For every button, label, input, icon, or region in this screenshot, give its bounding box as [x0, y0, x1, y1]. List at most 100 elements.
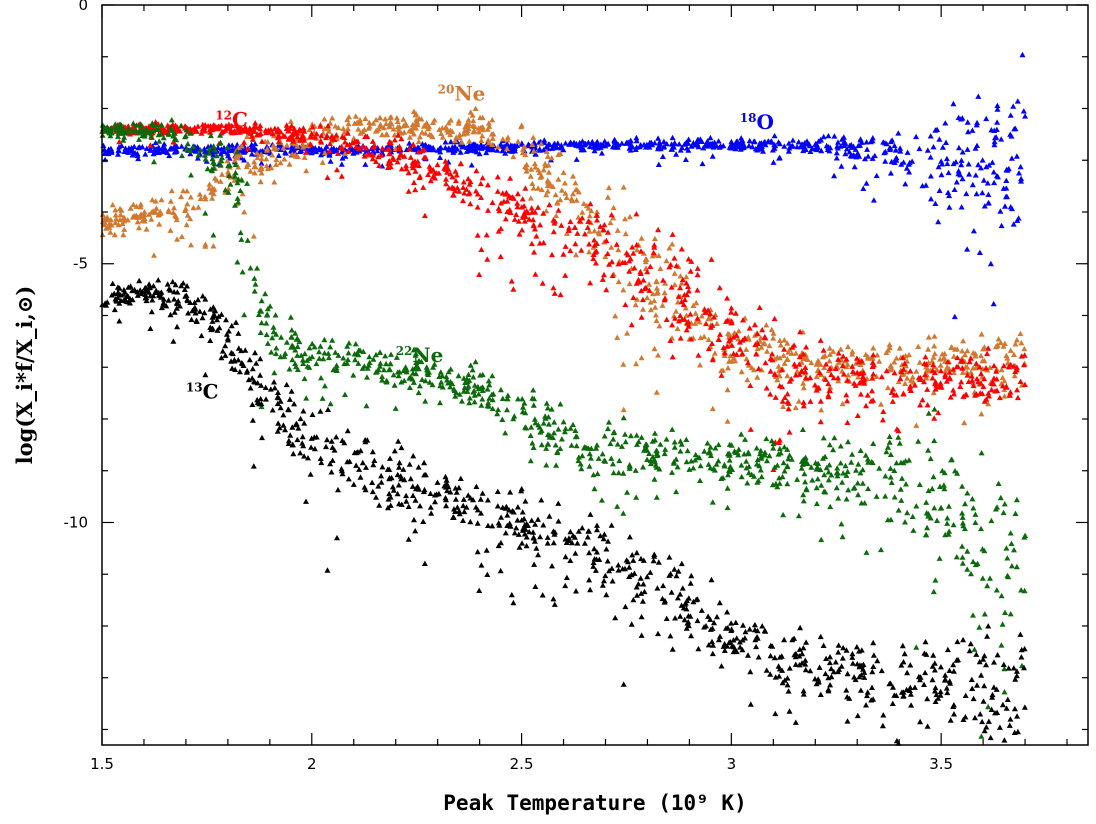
point-20Ne [209, 195, 216, 201]
point-13C [816, 664, 823, 670]
point-20Ne [184, 201, 191, 207]
point-12C [637, 268, 644, 275]
point-22Ne [282, 350, 289, 356]
point-20Ne [346, 114, 352, 120]
point-12C [416, 162, 422, 169]
point-20Ne [705, 336, 712, 342]
point-13C [134, 292, 141, 298]
point-13C [293, 420, 300, 427]
point-13C [307, 471, 314, 477]
point-22Ne [416, 383, 423, 389]
point-13C [242, 347, 249, 353]
point-12C [932, 386, 939, 392]
point-13C [937, 688, 944, 695]
point-20Ne [563, 194, 570, 201]
point-22Ne [210, 232, 217, 238]
point-12C [671, 255, 678, 261]
point-22Ne [925, 410, 932, 416]
point-13C [172, 281, 179, 288]
point-13C [981, 682, 988, 689]
point-13C [655, 630, 661, 637]
point-20Ne [580, 200, 587, 206]
point-20Ne [640, 250, 647, 256]
point-13C [922, 669, 929, 676]
point-20Ne [941, 350, 948, 357]
point-18O [993, 134, 1000, 140]
point-12C [363, 145, 369, 151]
point-22Ne [758, 455, 765, 461]
point-12C [294, 134, 301, 140]
point-13C [286, 396, 293, 402]
point-12C [502, 216, 509, 222]
point-18O [946, 192, 953, 199]
point-20Ne [1011, 372, 1018, 379]
point-22Ne [419, 376, 426, 382]
point-22Ne [781, 468, 788, 474]
point-13C [654, 585, 661, 591]
point-22Ne [959, 554, 966, 560]
point-13C [460, 502, 467, 509]
point-13C [146, 289, 152, 295]
point-22Ne [160, 134, 167, 141]
point-20Ne [428, 132, 435, 138]
point-12C [694, 271, 701, 278]
point-20Ne [504, 137, 511, 143]
point-22Ne [1001, 501, 1008, 507]
point-13C [514, 517, 521, 523]
point-18O [738, 141, 744, 148]
point-22Ne [669, 426, 676, 432]
point-20Ne [548, 155, 555, 161]
point-13C [252, 349, 258, 356]
point-12C [412, 186, 419, 193]
point-12C [567, 247, 574, 254]
point-13C [944, 689, 951, 696]
point-12C [507, 209, 514, 215]
point-18O [668, 141, 675, 147]
point-22Ne [438, 379, 445, 385]
point-18O [734, 139, 741, 145]
point-12C [603, 237, 610, 244]
point-13C [540, 522, 547, 528]
point-13C [586, 577, 593, 583]
point-13C [562, 582, 569, 589]
point-20Ne [391, 132, 398, 138]
point-22Ne [833, 470, 840, 476]
point-20Ne [342, 150, 348, 156]
point-18O [602, 143, 609, 149]
point-18O [636, 143, 643, 150]
point-22Ne [776, 480, 783, 486]
point-12C [938, 384, 945, 390]
point-12C [427, 177, 434, 184]
point-20Ne [479, 133, 486, 139]
point-22Ne [340, 355, 347, 361]
point-12C [685, 318, 692, 325]
point-20Ne [124, 217, 131, 223]
point-18O [1012, 125, 1019, 132]
point-20Ne [738, 368, 745, 375]
point-13C [929, 676, 936, 683]
point-22Ne [614, 441, 621, 447]
point-18O [641, 141, 647, 147]
point-12C [587, 200, 594, 207]
point-22Ne [743, 458, 750, 464]
point-20Ne [321, 116, 328, 122]
point-18O [989, 159, 996, 165]
point-12C [694, 315, 701, 321]
point-18O [855, 142, 862, 149]
point-12C [702, 309, 709, 315]
point-13C [690, 598, 697, 605]
point-22Ne [523, 425, 530, 431]
point-13C [752, 636, 759, 643]
point-13C [465, 492, 472, 498]
point-13C [245, 376, 252, 383]
point-22Ne [876, 465, 883, 471]
point-22Ne [662, 446, 669, 452]
point-13C [835, 649, 842, 655]
point-22Ne [357, 347, 363, 353]
point-18O [471, 147, 478, 154]
point-18O [945, 169, 952, 176]
point-20Ne [808, 359, 815, 366]
point-18O [906, 169, 913, 175]
point-18O [497, 141, 504, 147]
point-13C [717, 633, 723, 639]
